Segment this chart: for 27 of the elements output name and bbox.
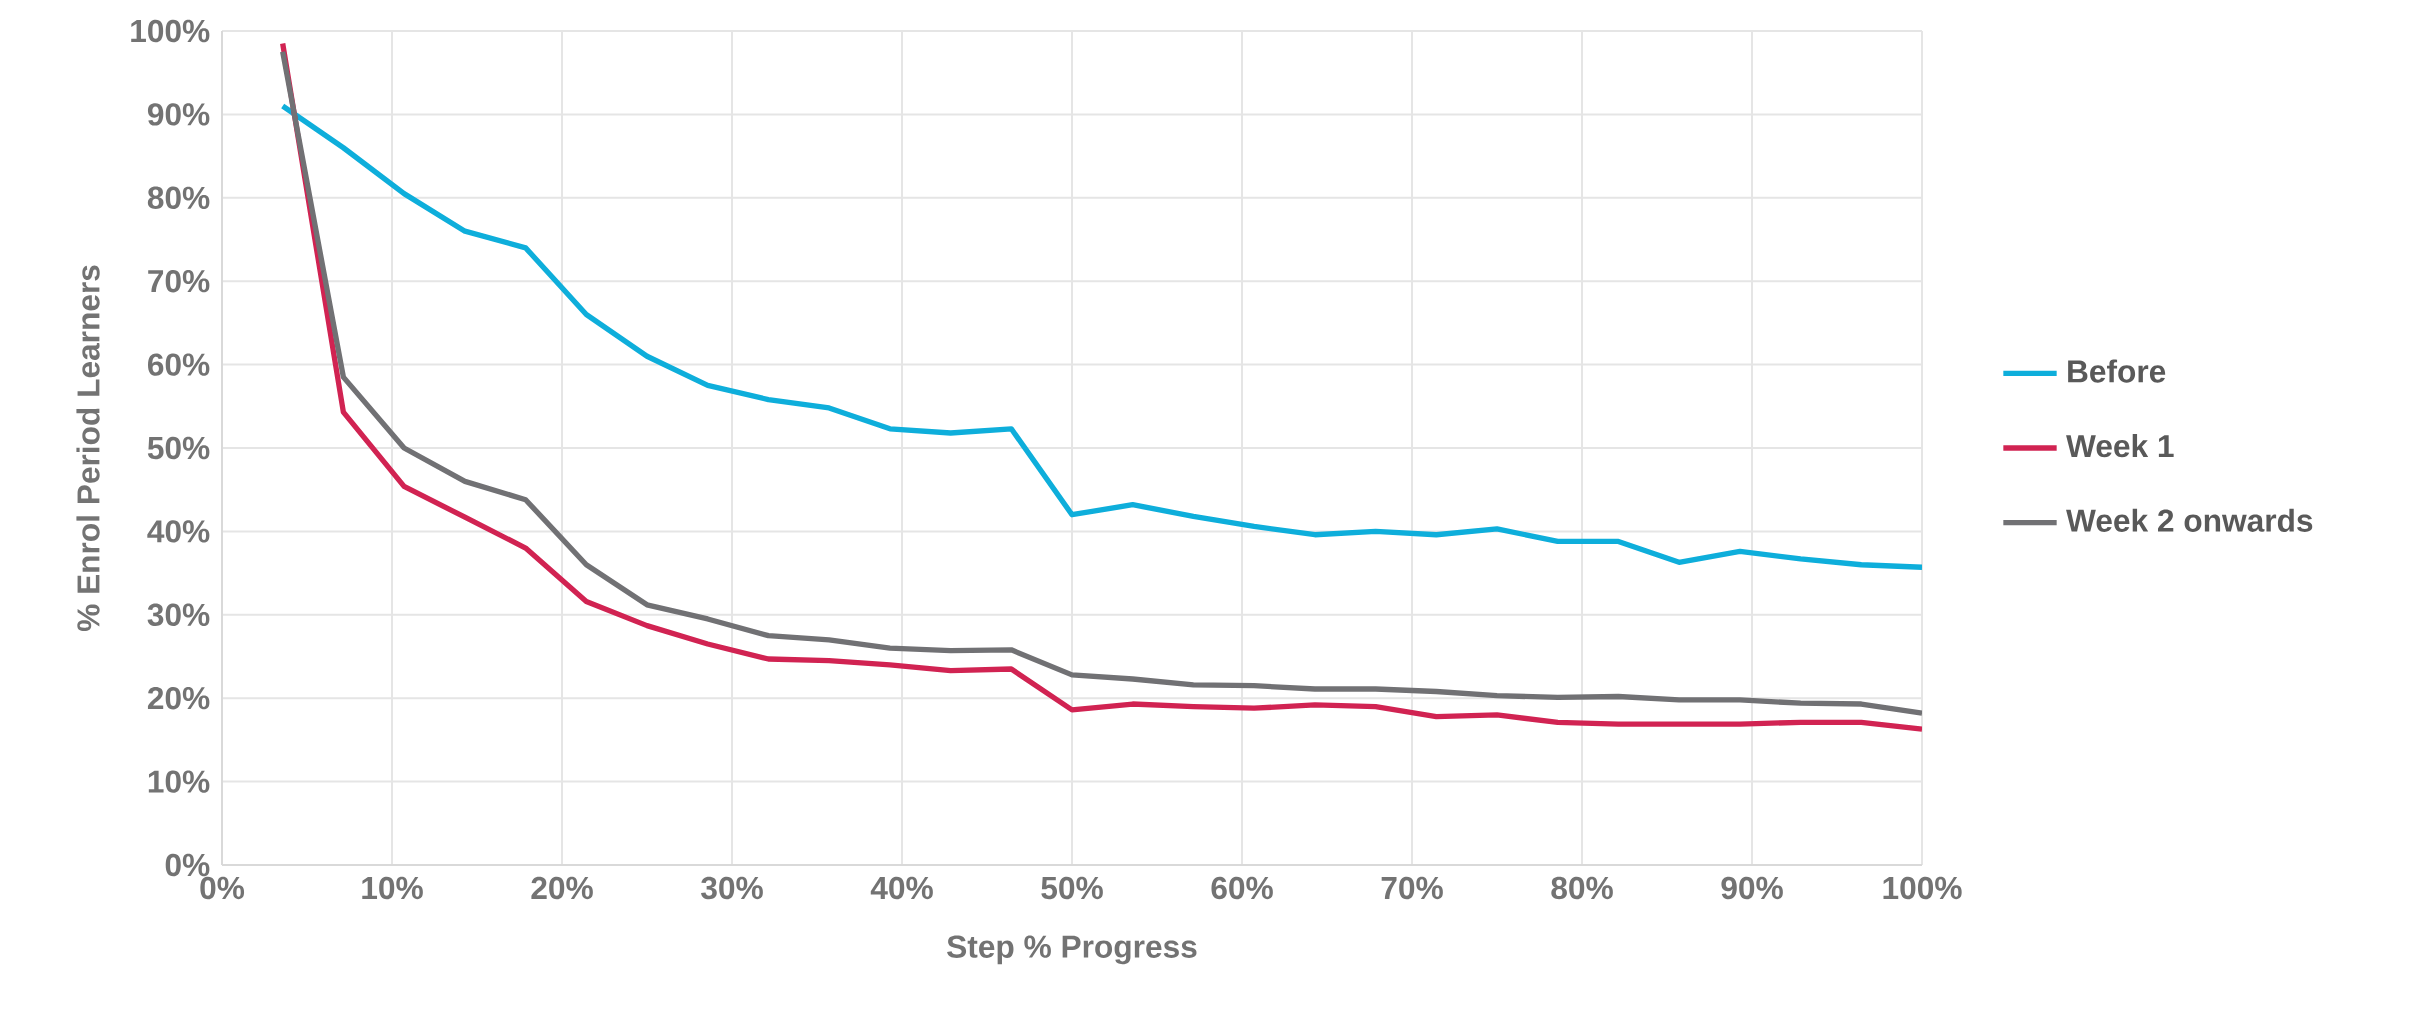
x-tick-label: 90%: [1721, 876, 1783, 900]
y-tick-label: 50%: [147, 436, 210, 460]
y-tick-label: 90%: [147, 103, 210, 126]
x-tick-label: 30%: [701, 876, 763, 900]
y-tick-label: 20%: [147, 686, 210, 710]
x-tick-label: 20%: [531, 876, 593, 900]
x-tick-label: 100%: [1883, 876, 1962, 900]
y-tick-label: 30%: [147, 603, 210, 627]
y-tick-label: 80%: [147, 186, 210, 210]
legend-label: Before: [2068, 359, 2166, 383]
y-tick-label: 0%: [165, 853, 210, 877]
x-tick-label: 40%: [870, 876, 933, 900]
x-tick-label: 60%: [1211, 876, 1273, 900]
legend-label: Week 2 onwards: [2066, 508, 2313, 532]
legend-label: Week 1: [2066, 434, 2174, 458]
x-tick-label: 50%: [1041, 876, 1103, 900]
y-axis-title: % Enrol Period Learners: [76, 265, 100, 632]
x-tick-label: 80%: [1551, 876, 1613, 900]
y-tick-label: 100%: [131, 19, 210, 43]
x-tick-label: 0%: [200, 876, 245, 900]
y-tick-label: 70%: [148, 269, 210, 293]
y-tick-label: 10%: [148, 770, 210, 793]
y-tick-label: 60%: [147, 353, 210, 376]
x-axis-title: Step % Progress: [947, 935, 1197, 965]
y-tick-label: 40%: [147, 520, 210, 543]
x-tick-label: 70%: [1381, 876, 1443, 900]
x-tick-label: 10%: [362, 876, 423, 900]
